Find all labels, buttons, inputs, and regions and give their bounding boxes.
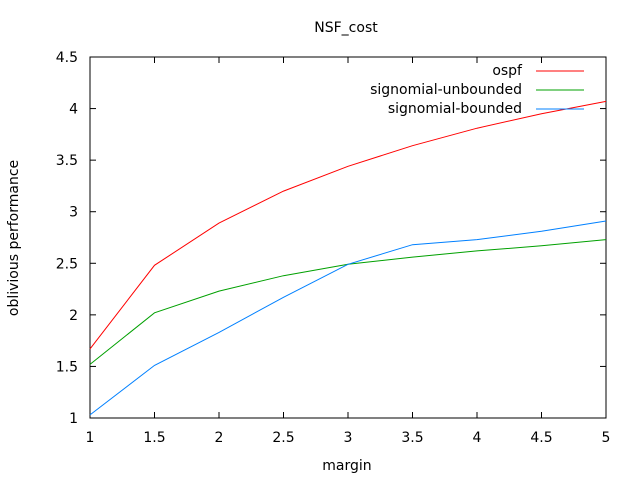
x-axis-label: margin [322, 458, 371, 474]
x-tick-label: 3 [344, 430, 353, 446]
x-tick-label: 4 [473, 430, 482, 446]
chart-title: NSF_cost [314, 20, 378, 36]
x-tick-label: 2 [215, 430, 224, 446]
legend-label-ospf: ospf [492, 63, 523, 79]
x-tick-label: 2.5 [272, 430, 294, 446]
x-tick-label: 4.5 [530, 430, 552, 446]
series-line-signomial-unbounded [89, 239, 607, 365]
series-line-signomial-bounded [89, 220, 607, 416]
legend-label-signomial-bounded: signomial-bounded [388, 101, 522, 117]
y-tick-label: 2 [69, 308, 78, 324]
x-tick-label: 5 [602, 430, 611, 446]
plot-frame [89, 56, 607, 419]
y-tick-label: 2.5 [56, 256, 78, 272]
y-axis-label: oblivious performance [6, 160, 22, 316]
y-tick-label: 4 [69, 102, 78, 118]
legend-label-signomial-unbounded: signomial-unbounded [370, 82, 522, 98]
y-tick-label: 3 [69, 205, 78, 221]
y-tick-label: 1 [69, 411, 78, 427]
series-line-ospf [89, 100, 607, 350]
x-tick-label: 1 [86, 430, 95, 446]
x-tick-label: 3.5 [401, 430, 423, 446]
y-tick-label: 4.5 [56, 50, 78, 66]
y-tick-label: 3.5 [56, 153, 78, 169]
legend: ospf signomial-unbounded signomial-bounded [370, 63, 584, 117]
y-tick-label: 1.5 [56, 359, 78, 375]
series-lines [89, 100, 607, 416]
axis-ticks: 1 1.5 2 2.5 3 3.5 4 4.5 5 1 1.5 2 2.5 3 3.5 4 4.5 [56, 50, 611, 446]
x-tick-label: 1.5 [143, 430, 165, 446]
